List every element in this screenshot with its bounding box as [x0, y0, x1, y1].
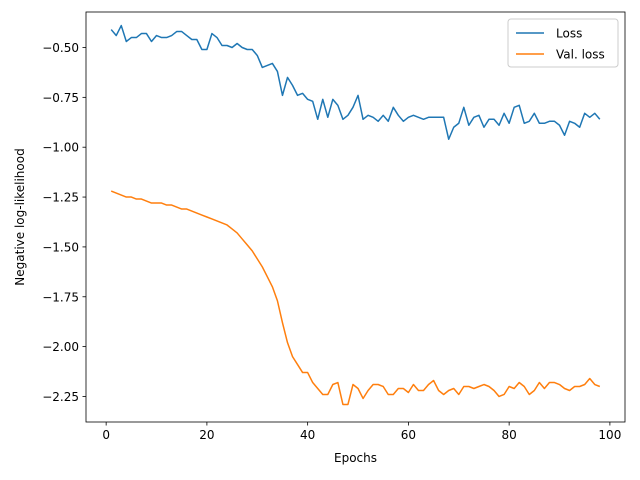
series-line-val-loss: [110, 190, 601, 406]
y-tick-label: −1.25: [42, 191, 79, 205]
y-tick-label: −1.50: [42, 240, 79, 254]
x-tick-label: 60: [401, 428, 416, 442]
x-tick-label: 20: [199, 428, 214, 442]
y-tick-label: −0.50: [42, 41, 79, 55]
y-axis-label: Negative log-likelihood: [13, 148, 27, 285]
legend-label: Loss: [556, 27, 582, 41]
y-tick-label: −2.00: [42, 340, 79, 354]
y-tick-label: −0.75: [42, 91, 79, 105]
y-tick-label: −2.25: [42, 390, 79, 404]
x-tick-label: 80: [501, 428, 516, 442]
x-tick-label: 0: [102, 428, 110, 442]
x-axis-ticks: 0 20 40 60 80 100: [102, 422, 621, 442]
y-axis-ticks: −0.50 −0.75 −1.00 −1.25 −1.50 −1.75 −2.00 −2.25: [42, 41, 86, 404]
legend-label: Val. loss: [556, 48, 605, 62]
y-tick-label: −1.00: [42, 141, 79, 155]
series-line-loss: [110, 24, 601, 140]
x-tick-label: 100: [598, 428, 621, 442]
x-tick-label: 40: [300, 428, 315, 442]
legend: Loss Val. loss: [507, 18, 619, 68]
series-lines: [110, 24, 601, 406]
axes-frame: [85, 11, 626, 423]
x-axis-label: Epochs: [334, 451, 377, 465]
legend-box: [507, 18, 619, 68]
y-tick-label: −1.75: [42, 290, 79, 304]
